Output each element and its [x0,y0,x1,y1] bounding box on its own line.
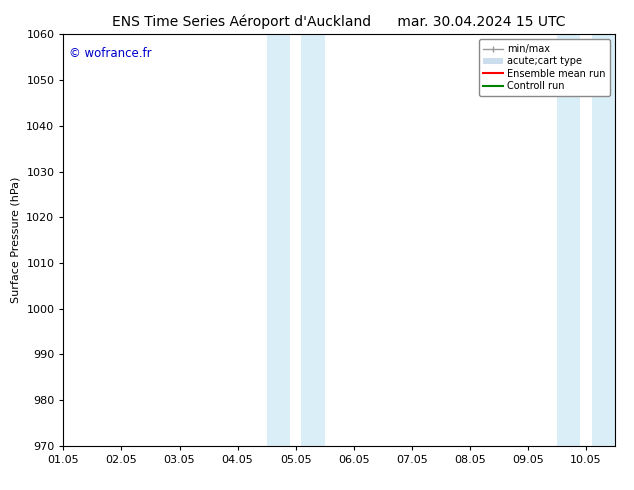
Y-axis label: Surface Pressure (hPa): Surface Pressure (hPa) [11,177,21,303]
Title: ENS Time Series Aéroport d'Auckland      mar. 30.04.2024 15 UTC: ENS Time Series Aéroport d'Auckland mar.… [112,15,566,29]
Bar [301,34,325,446]
Bar [557,34,580,446]
Legend: min/max, acute;cart type, Ensemble mean run, Controll run: min/max, acute;cart type, Ensemble mean … [479,39,610,96]
Text: © wofrance.fr: © wofrance.fr [69,47,152,60]
Bar [267,34,290,446]
Bar [592,34,615,446]
